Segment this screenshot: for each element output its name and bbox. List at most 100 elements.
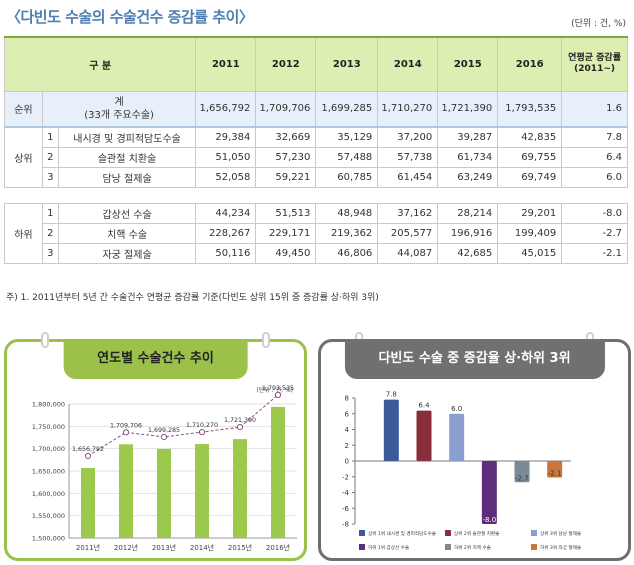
table-cell: 60,785 [315, 166, 379, 188]
table-header-row: 구 분 2011 2012 2013 2014 2015 2016 연평균 증감… [3, 36, 628, 92]
header-year: 2011 [195, 36, 257, 92]
y-tick-label: -2 [342, 473, 349, 481]
rank-cell: 3 [41, 166, 59, 188]
header-year: 2013 [315, 36, 379, 92]
growth-cell: 1.6 [561, 90, 628, 128]
bar [195, 444, 209, 538]
y-tick-label: 6 [345, 410, 350, 418]
table-cell: 61,454 [377, 166, 439, 188]
y-tick-label: 0 [345, 458, 349, 466]
y-tick-label: -4 [342, 489, 350, 497]
legend-label: 하위 2위 치핵 수술 [454, 544, 491, 551]
line-marker [236, 424, 244, 431]
line-marker [122, 429, 130, 436]
table-row: 2 슬관절 치환술 51,050 57,230 57,488 57,738 61… [5, 146, 628, 168]
binder-clip-icon [262, 332, 270, 348]
data-label: -8.0 [482, 516, 496, 524]
bar [449, 413, 465, 461]
x-tick-label: 2013년 [152, 543, 176, 552]
table-cell: 37,200 [377, 126, 439, 148]
table-row: 3 담낭 절제술 52,058 59,221 60,785 61,454 63,… [5, 166, 628, 188]
table-cell: 1,656,792 [195, 90, 257, 128]
line-marker [198, 428, 206, 436]
table-cell: 205,577 [377, 222, 439, 244]
legend-label: 상위 3위 담낭 절제술 [540, 530, 581, 537]
legend-swatch [359, 530, 365, 536]
legend-swatch [445, 530, 451, 536]
table-cell: 199,409 [497, 222, 563, 244]
header-year: 2014 [377, 36, 439, 92]
data-label: 1,656,792 [72, 446, 104, 453]
data-label: 1,709,706 [110, 422, 142, 429]
table-cell: 45,015 [497, 242, 563, 264]
total-sublabel: (33개 주요수술) [84, 109, 154, 121]
table-cell: 29,384 [195, 126, 257, 148]
table-cell: 63,249 [437, 166, 499, 188]
rank-cell: 3 [41, 242, 59, 264]
table-row: 상위 1 내시경 및 경피적담도수술 29,384 32,669 35,129 … [4, 126, 628, 188]
bar [81, 467, 95, 538]
unit-label: (단위 : 건, %) [571, 19, 626, 29]
table-cell: 69,755 [497, 146, 563, 168]
growth-cell: 7.8 [561, 126, 628, 148]
bar [481, 461, 497, 524]
surgery-name: 자궁 절제술 [57, 242, 197, 264]
yearly-count-chart: (단위 : 건, %) 1,500,000 1,550,000 1,600,000 1,… [32, 385, 297, 552]
table-cell: 1,699,285 [315, 90, 379, 128]
line-marker [274, 391, 282, 398]
surgery-name: 담낭 절제술 [57, 166, 197, 188]
x-tick-label: 2014년 [190, 543, 214, 552]
y-tick-label: 1,800,000 [32, 401, 65, 409]
data-label: 1,721,390 [224, 417, 256, 424]
y-tick-label: 4 [345, 426, 350, 434]
rank-cell: 2 [41, 222, 59, 244]
rank-label: 순위 [4, 90, 43, 128]
growth-cell: -2.7 [561, 222, 628, 244]
table-cell: 1,793,535 [497, 90, 563, 128]
bar [271, 406, 285, 538]
legend-label: 하위 1위 갑상선 수술 [368, 544, 409, 551]
legend-swatch [359, 544, 365, 550]
bar [119, 444, 133, 538]
footnote: 주) 1. 2011년부터 5년 간 수술건수 연평균 증감률 기준(다빈도 상… [6, 293, 379, 303]
table-cell: 49,450 [255, 242, 317, 264]
chart-unit-label: (단위 : 건, %) [256, 386, 293, 394]
table-cell: 42,835 [497, 126, 563, 148]
growth-cell: -8.0 [561, 202, 628, 224]
y-tick-label: 1,550,000 [32, 512, 65, 520]
data-label: -2.7 [515, 474, 529, 482]
table-cell: 39,287 [437, 126, 499, 148]
chart-title: 다빈도 수술 중 증감율 상·하위 3위 [344, 339, 605, 379]
table-row: 2 치핵 수술 228,267 229,171 219,362 205,577 … [5, 222, 628, 244]
bar [416, 410, 432, 461]
header-year: 2015 [437, 36, 499, 92]
table-spacer [4, 186, 628, 204]
yearly-count-chart-panel: 연도별 수술건수 추이 (단위 : 건, %) 1,500,000 1,550,00… [4, 332, 307, 561]
y-tick-label: 1,750,000 [32, 423, 65, 431]
bar [157, 448, 171, 538]
total-label: 계 [114, 96, 124, 108]
data-label: 6.0 [451, 405, 462, 413]
data-label: 1,699,285 [148, 427, 180, 434]
header-year: 2012 [255, 36, 317, 92]
growth-rank-chart-panel: 다빈도 수술 중 증감율 상·하위 3위 -8 -6 -4 -2 0 2 4 6 8 7.8 6.4… [318, 332, 631, 561]
legend-swatch [531, 530, 537, 536]
table-cell: 29,201 [497, 202, 563, 224]
table-cell: 57,488 [315, 146, 379, 168]
table-row: 3 자궁 절제술 50,116 49,450 46,806 44,087 42,… [5, 242, 628, 264]
y-tick-label: 2 [345, 442, 349, 450]
table-cell: 44,087 [377, 242, 439, 264]
line-marker [84, 452, 92, 460]
binder-clip-icon [41, 332, 49, 348]
rank-cell: 1 [41, 126, 59, 148]
y-tick-label: 8 [345, 395, 349, 403]
table-cell: 44,234 [195, 202, 257, 224]
table-cell: 1,721,390 [437, 90, 499, 128]
surgery-name: 치핵 수술 [57, 222, 197, 244]
y-tick-label: 1,500,000 [32, 535, 65, 543]
x-tick-label: 2015년 [228, 543, 252, 552]
legend-swatch [531, 544, 537, 550]
surgery-name: 내시경 및 경피적담도수술 [57, 126, 197, 148]
table-cell: 35,129 [315, 126, 379, 148]
legend-label: 상위 2위 슬관절 치환술 [454, 530, 499, 537]
